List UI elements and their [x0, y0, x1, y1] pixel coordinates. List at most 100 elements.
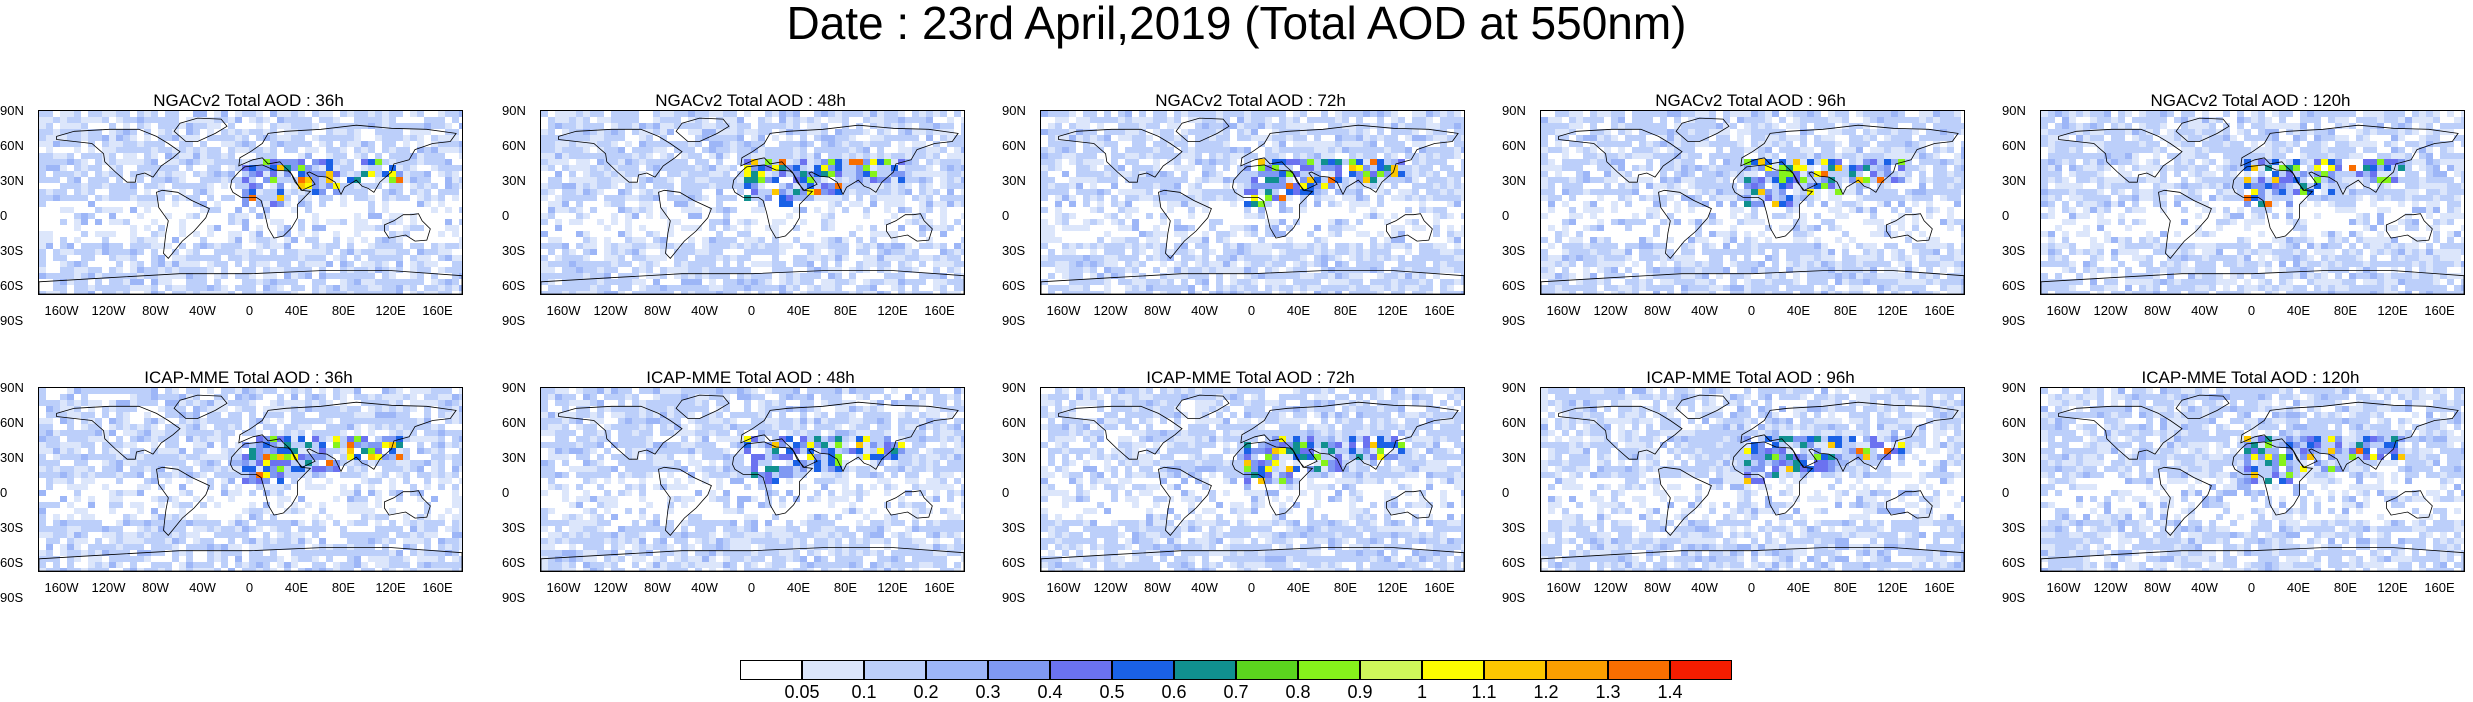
aod-cell	[779, 279, 786, 285]
aod-cell	[604, 117, 611, 123]
aod-cell	[228, 291, 235, 294]
aod-cell	[849, 135, 856, 141]
aod-cell	[751, 267, 758, 273]
aod-cell	[905, 147, 912, 153]
aod-cell	[340, 153, 347, 159]
aod-cell	[933, 249, 940, 255]
aod-cell	[814, 213, 821, 219]
aod-cell	[263, 267, 270, 273]
aod-cell	[737, 243, 744, 249]
aod-cell	[74, 261, 81, 267]
aod-cell	[228, 201, 235, 207]
aod-cell	[1153, 111, 1160, 117]
aod-cell	[1174, 171, 1181, 177]
aod-cell	[912, 243, 919, 249]
aod-cell	[235, 267, 242, 273]
aod-cell	[116, 243, 123, 249]
aod-cell	[361, 201, 368, 207]
aod-cell	[688, 165, 695, 171]
aod-cell	[884, 213, 891, 219]
aod-cell	[1104, 189, 1111, 195]
aod-cell	[1342, 195, 1349, 201]
aod-cell	[1244, 171, 1251, 177]
aod-cell	[102, 231, 109, 237]
aod-cell	[291, 195, 298, 201]
aod-cell	[758, 225, 765, 231]
aod-cell	[410, 177, 417, 183]
aod-cell	[95, 255, 102, 261]
aod-cell	[716, 177, 723, 183]
aod-cell	[1433, 153, 1440, 159]
aod-cell	[81, 201, 88, 207]
aod-cell	[842, 267, 849, 273]
aod-cell	[1440, 201, 1447, 207]
aod-cell	[912, 225, 919, 231]
aod-cell	[821, 207, 828, 213]
aod-cell	[60, 123, 67, 129]
aod-cell	[1076, 129, 1083, 135]
aod-cell	[1062, 117, 1069, 123]
aod-cell	[130, 207, 137, 213]
aod-cell	[954, 267, 961, 273]
aod-cell	[793, 153, 800, 159]
aod-cell	[1384, 165, 1391, 171]
aod-cell	[102, 117, 109, 123]
aod-cell	[1090, 195, 1097, 201]
lon-tick-label: 120E	[873, 304, 913, 317]
aod-cell	[716, 279, 723, 285]
aod-cell	[1272, 201, 1279, 207]
aod-cell	[298, 207, 305, 213]
aod-cell	[1377, 123, 1384, 129]
aod-cell	[109, 249, 116, 255]
aod-cell	[1391, 183, 1398, 189]
aod-cell	[639, 189, 646, 195]
aod-cell	[1251, 153, 1258, 159]
figure-title: Date : 23rd April,2019 (Total AOD at 550…	[0, 0, 2473, 60]
aod-cell	[590, 249, 597, 255]
aod-cell	[898, 189, 905, 195]
aod-cell	[305, 207, 312, 213]
aod-cell	[172, 267, 179, 273]
aod-cell	[758, 189, 765, 195]
aod-cell	[1447, 207, 1454, 213]
aod-cell	[1356, 177, 1363, 183]
aod-cell	[1265, 147, 1272, 153]
aod-cell	[821, 111, 828, 117]
aod-cell	[1125, 213, 1132, 219]
aod-cell	[1195, 195, 1202, 201]
aod-cell	[1279, 195, 1286, 201]
aod-cell	[835, 177, 842, 183]
aod-cell	[116, 291, 123, 294]
aod-cell	[445, 273, 452, 279]
aod-cell	[877, 189, 884, 195]
aod-cell	[53, 219, 60, 225]
aod-cell	[849, 285, 856, 291]
aod-cell	[674, 261, 681, 267]
aod-cell	[375, 123, 382, 129]
aod-cell	[74, 231, 81, 237]
aod-cell	[116, 261, 123, 267]
aod-cell	[186, 129, 193, 135]
aod-cell	[919, 123, 926, 129]
aod-cell	[382, 207, 389, 213]
aod-cell	[375, 267, 382, 273]
aod-cell	[88, 159, 95, 165]
aod-cell	[751, 189, 758, 195]
aod-cell	[81, 249, 88, 255]
aod-cell	[1230, 171, 1237, 177]
aod-cell	[235, 213, 242, 219]
aod-cell	[716, 219, 723, 225]
aod-cell	[165, 267, 172, 273]
aod-cell	[947, 243, 954, 249]
aod-cell	[333, 249, 340, 255]
aod-cell	[109, 279, 116, 285]
aod-cell	[1118, 117, 1125, 123]
aod-cell	[793, 123, 800, 129]
aod-cell	[1223, 135, 1230, 141]
aod-cell	[382, 177, 389, 183]
aod-cell	[375, 207, 382, 213]
aod-cell	[1419, 159, 1426, 165]
aod-cell	[438, 291, 445, 294]
aod-cell	[807, 207, 814, 213]
aod-cell	[842, 171, 849, 177]
